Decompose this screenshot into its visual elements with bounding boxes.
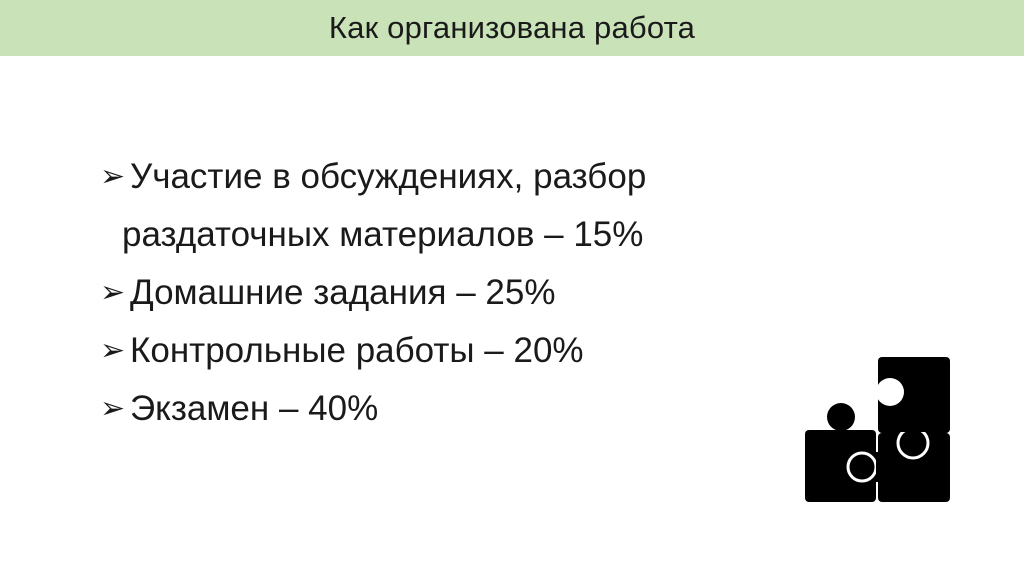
bullet-text-continued: раздаточных материалов – 15% <box>122 215 644 254</box>
puzzle-icon <box>805 357 950 502</box>
arrow-bullet-icon: ➢ <box>100 392 126 425</box>
bullet-text: Домашние задания – 25% <box>130 273 556 312</box>
title-bar: Как организована работа <box>0 0 1024 56</box>
arrow-bullet-icon: ➢ <box>100 334 126 367</box>
bullet-item: ➢ Домашние задания – 25% <box>100 264 646 322</box>
bullet-item: ➢ Экзамен – 40% <box>100 380 646 438</box>
bullet-text: Участие в обсуждениях, разбор <box>130 157 647 196</box>
bullet-item: ➢ Контрольные работы – 20% <box>100 322 646 380</box>
slide-title: Как организована работа <box>328 10 696 45</box>
arrow-bullet-icon: ➢ <box>100 160 126 193</box>
arrow-bullet-icon: ➢ <box>100 276 126 309</box>
bullet-list: ➢ Участие в обсуждениях, разбор раздаточ… <box>100 148 646 438</box>
bullet-item: ➢ Участие в обсуждениях, разбор раздаточ… <box>100 148 646 264</box>
bullet-text: Контрольные работы – 20% <box>130 331 584 370</box>
bullet-text: Экзамен – 40% <box>130 389 379 428</box>
